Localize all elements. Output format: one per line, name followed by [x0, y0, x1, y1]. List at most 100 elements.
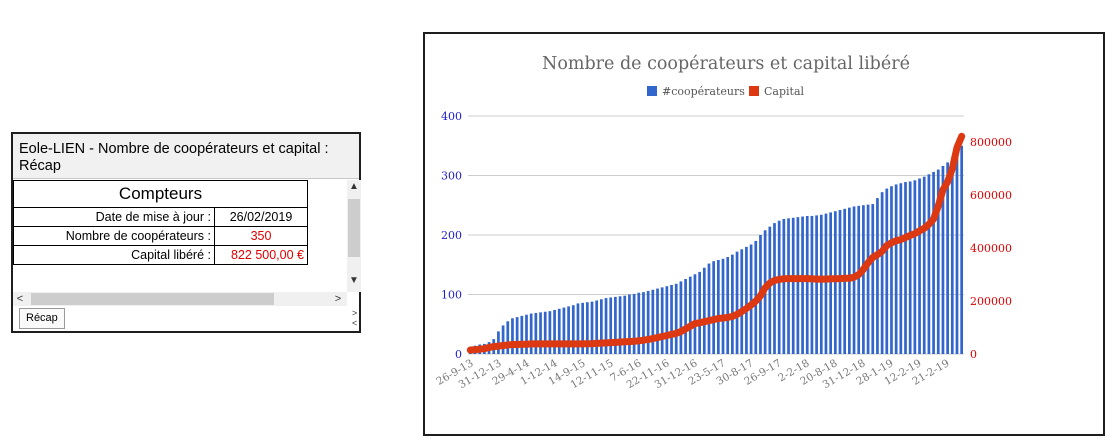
bar-series: [468, 145, 964, 354]
right-y-tick-label: 800000: [970, 136, 1012, 149]
scroll-up-icon[interactable]: ▲: [349, 181, 359, 192]
bar: [768, 226, 772, 354]
vertical-scroll-thumb[interactable]: [348, 199, 360, 257]
row-label-date: Date de mise à jour :: [13, 207, 215, 227]
table-row: Date de mise à jour : 26/02/2019: [13, 207, 308, 227]
tab-scroll-left-icon[interactable]: <: [352, 318, 358, 328]
legend-swatch: [647, 86, 657, 96]
left-y-tick-label: 100: [441, 289, 462, 302]
row-value-capital[interactable]: 822 500,00 €: [214, 245, 308, 265]
bar: [890, 186, 893, 354]
bar: [529, 313, 533, 354]
bar: [585, 302, 589, 354]
bar: [796, 217, 800, 354]
bar: [646, 290, 650, 354]
tab-scroll-arrows[interactable]: > <: [352, 308, 357, 328]
bar: [600, 299, 603, 354]
bar: [936, 169, 940, 354]
bar: [567, 306, 570, 354]
table-header: Compteurs: [13, 180, 308, 208]
legend-entry: #coopérateurs: [662, 85, 745, 98]
right-y-tick-label: 0: [970, 348, 977, 361]
bar: [623, 295, 627, 354]
table-header-row: Compteurs: [13, 180, 308, 208]
bar: [618, 296, 622, 354]
bar: [660, 287, 664, 354]
counters-table: Compteurs Date de mise à jour : 26/02/20…: [13, 180, 308, 265]
bar: [922, 176, 926, 354]
row-value-members[interactable]: 350: [214, 226, 308, 246]
bar: [604, 298, 608, 354]
bar: [805, 215, 809, 354]
bar: [548, 311, 552, 354]
bar: [871, 204, 875, 354]
row-label-capital: Capital libéré :: [13, 245, 215, 265]
bar: [515, 317, 519, 354]
bar: [665, 286, 669, 354]
bar: [632, 293, 636, 354]
bar: [899, 183, 903, 354]
chart-svg: Nombre de coopérateurs et capital libéré…: [434, 54, 1012, 391]
chart-legend: #coopérateurs Capital: [647, 85, 805, 98]
bar: [833, 211, 837, 354]
bar: [946, 162, 949, 354]
bar: [866, 204, 870, 354]
bar: [553, 309, 556, 354]
sheet-area: Compteurs Date de mise à jour : 26/02/20…: [13, 180, 347, 292]
bar: [642, 292, 645, 354]
bar: [674, 283, 678, 354]
right-y-tick-label: 600000: [970, 189, 1012, 202]
bar: [557, 308, 561, 354]
capital-line: [466, 132, 966, 354]
bar: [876, 198, 879, 354]
scroll-right-icon[interactable]: >: [334, 293, 342, 305]
horizontal-scrollbar[interactable]: < >: [13, 292, 347, 306]
bar: [679, 281, 683, 354]
bar: [810, 215, 814, 354]
row-value-date[interactable]: 26/02/2019: [214, 207, 308, 227]
bar: [562, 307, 566, 354]
tab-scroll-right-icon[interactable]: >: [352, 308, 358, 318]
bar: [735, 251, 739, 354]
bar: [801, 216, 804, 354]
bar: [773, 223, 776, 354]
bar: [656, 288, 659, 354]
left-y-tick-label: 300: [441, 170, 462, 183]
bar: [688, 276, 692, 354]
bar: [745, 246, 748, 354]
bar: [576, 303, 580, 354]
bar: [731, 254, 734, 354]
bar: [862, 205, 865, 354]
bar: [782, 218, 786, 354]
row-label-members: Nombre de coopérateurs :: [13, 226, 215, 246]
sheet-tab-recap[interactable]: Récap: [19, 308, 65, 329]
horizontal-scroll-thumb[interactable]: [31, 293, 274, 305]
bar: [595, 300, 599, 354]
bar: [539, 312, 542, 354]
bar: [740, 249, 744, 354]
bar: [726, 257, 730, 354]
bar: [543, 311, 547, 354]
bar: [880, 192, 884, 354]
bar: [913, 180, 917, 354]
left-y-tick-label: 400: [441, 110, 462, 123]
scroll-down-icon[interactable]: ▼: [349, 275, 359, 286]
vertical-scrollbar[interactable]: ▲ ▼: [347, 180, 361, 292]
sheet-widget: Eole-LIEN - Nombre de coopérateurs et ca…: [11, 132, 361, 333]
bar: [721, 258, 725, 354]
scroll-left-icon[interactable]: <: [16, 293, 24, 305]
bar: [824, 213, 828, 354]
bar: [501, 325, 505, 354]
line-series: [466, 132, 966, 354]
bar: [908, 181, 912, 354]
bar: [918, 178, 921, 354]
widget-title: Eole-LIEN - Nombre de coopérateurs et ca…: [13, 134, 359, 179]
bar: [829, 212, 832, 354]
bar: [955, 152, 959, 354]
bar: [637, 292, 641, 354]
chart-title: Nombre de coopérateurs et capital libéré: [542, 54, 910, 74]
bar: [749, 244, 753, 354]
bar: [927, 174, 931, 354]
bar: [791, 217, 795, 354]
bar: [506, 321, 510, 354]
